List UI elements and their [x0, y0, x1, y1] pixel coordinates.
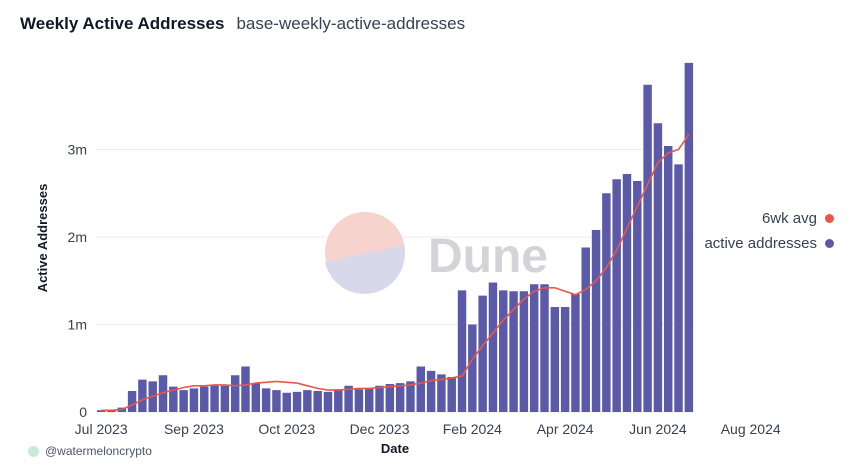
bar[interactable] [220, 385, 230, 412]
y-tick-label: 2m [68, 229, 87, 245]
bar[interactable] [334, 389, 343, 412]
bar[interactable] [354, 389, 364, 412]
bar[interactable] [395, 383, 405, 412]
legend: 6wk avg active addresses [704, 210, 834, 260]
bar[interactable] [622, 174, 632, 412]
avg-line [101, 134, 690, 412]
x-tick-label: Jun 2024 [629, 421, 687, 437]
watermark-text: Dune [428, 230, 548, 283]
bar[interactable] [560, 307, 570, 412]
bar[interactable] [210, 384, 219, 412]
bar[interactable] [323, 391, 333, 412]
legend-item-avg[interactable]: 6wk avg [704, 210, 834, 227]
bar[interactable] [612, 179, 621, 412]
bar[interactable] [529, 284, 539, 412]
chart-subtitle: base-weekly-active-addresses [236, 14, 466, 33]
bar[interactable] [138, 379, 147, 412]
bar[interactable] [251, 383, 261, 412]
bar[interactable] [478, 295, 487, 412]
bar[interactable] [406, 381, 415, 412]
legend-label-active: active addresses [704, 235, 817, 252]
bar[interactable] [200, 386, 209, 412]
bar[interactable] [633, 181, 642, 412]
bar[interactable] [488, 282, 498, 413]
bar[interactable] [663, 146, 673, 412]
bar[interactable] [509, 291, 518, 412]
x-tick-label: Dec 2023 [350, 421, 410, 437]
bar[interactable] [643, 84, 652, 412]
bar[interactable] [292, 391, 302, 412]
bar[interactable] [437, 374, 446, 412]
bar[interactable] [127, 391, 137, 412]
footer-credit: @watermeloncrypto [28, 444, 152, 458]
y-tick-label: 0 [79, 404, 87, 420]
bar[interactable] [261, 388, 271, 412]
bar[interactable] [468, 324, 477, 413]
bar[interactable] [684, 62, 694, 412]
x-tick-label: Feb 2024 [443, 421, 502, 437]
legend-item-active[interactable]: active addresses [704, 235, 834, 252]
x-axis-ticks: Jul 2023 Sep 2023 Oct 2023 Dec 2023 Feb 2024… [75, 421, 781, 437]
bar[interactable] [189, 388, 199, 412]
bar[interactable] [550, 307, 560, 412]
chart-title: Weekly Active Addresses [20, 14, 225, 33]
bar[interactable] [303, 390, 312, 412]
bar-series [96, 62, 694, 413]
bar[interactable] [313, 391, 322, 412]
x-tick-label: Aug 2024 [721, 421, 781, 437]
legend-swatch-active [825, 239, 834, 248]
bar[interactable] [272, 390, 281, 412]
y-axis-title: Active Addresses [35, 184, 50, 293]
legend-label-avg: 6wk avg [761, 210, 817, 227]
bar[interactable] [499, 290, 508, 412]
bar[interactable] [179, 390, 188, 412]
bar[interactable] [674, 164, 683, 412]
x-tick-label: Oct 2023 [258, 421, 315, 437]
bar[interactable] [416, 366, 426, 413]
bar[interactable] [282, 392, 291, 412]
bar[interactable] [96, 410, 106, 412]
bar[interactable] [602, 193, 611, 412]
y-tick-label: 1m [68, 317, 87, 333]
dune-watermark: Dune [325, 212, 548, 294]
bar[interactable] [364, 388, 374, 412]
y-tick-label: 3m [68, 142, 87, 158]
bar[interactable] [591, 230, 601, 412]
bar[interactable] [426, 370, 436, 412]
credit-text: @watermeloncrypto [45, 444, 152, 458]
bar[interactable] [540, 284, 549, 412]
y-axis-ticks: 0 1m 2m 3m [68, 142, 88, 421]
bar[interactable] [447, 377, 456, 412]
bar[interactable] [457, 290, 467, 412]
bar[interactable] [571, 293, 580, 412]
bar[interactable] [385, 384, 395, 412]
bar[interactable] [653, 123, 663, 412]
watermark-logo-circle-bottom [325, 245, 405, 294]
legend-swatch-avg [825, 214, 834, 223]
bar[interactable] [375, 385, 384, 412]
x-tick-label: Sep 2023 [164, 421, 224, 437]
bar[interactable] [241, 366, 250, 413]
bar[interactable] [230, 375, 240, 412]
x-tick-label: Apr 2024 [537, 421, 594, 437]
bar[interactable] [519, 291, 529, 412]
chart-header: Weekly Active Addresses base-weekly-acti… [20, 14, 465, 34]
bar[interactable] [581, 247, 590, 413]
watermelon-icon [28, 445, 39, 457]
bar[interactable] [107, 410, 116, 412]
bar[interactable] [169, 386, 178, 412]
x-tick-label: Jul 2023 [75, 421, 128, 437]
x-axis-title: Date [381, 441, 409, 456]
bar[interactable] [344, 385, 353, 412]
